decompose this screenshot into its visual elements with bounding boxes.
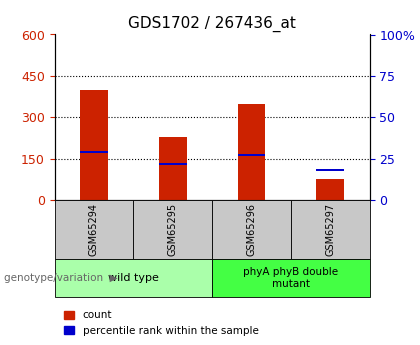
Text: wild type: wild type (108, 273, 159, 283)
Text: GSM65296: GSM65296 (247, 203, 257, 256)
Text: GSM65294: GSM65294 (89, 203, 99, 256)
Text: GSM65297: GSM65297 (325, 203, 335, 256)
Legend: count, percentile rank within the sample: count, percentile rank within the sample (60, 306, 263, 340)
Bar (316, 179, 344, 200)
Bar (159, 162, 186, 165)
Bar (238, 104, 265, 200)
Bar (80, 90, 108, 200)
Bar (316, 169, 344, 171)
Bar (238, 154, 265, 157)
Text: GSM65295: GSM65295 (168, 203, 178, 256)
Bar (159, 137, 186, 200)
Title: GDS1702 / 267436_at: GDS1702 / 267436_at (128, 16, 296, 32)
Bar (80, 151, 108, 153)
Text: genotype/variation  ▶: genotype/variation ▶ (4, 273, 118, 283)
Text: phyA phyB double
mutant: phyA phyB double mutant (243, 267, 339, 288)
